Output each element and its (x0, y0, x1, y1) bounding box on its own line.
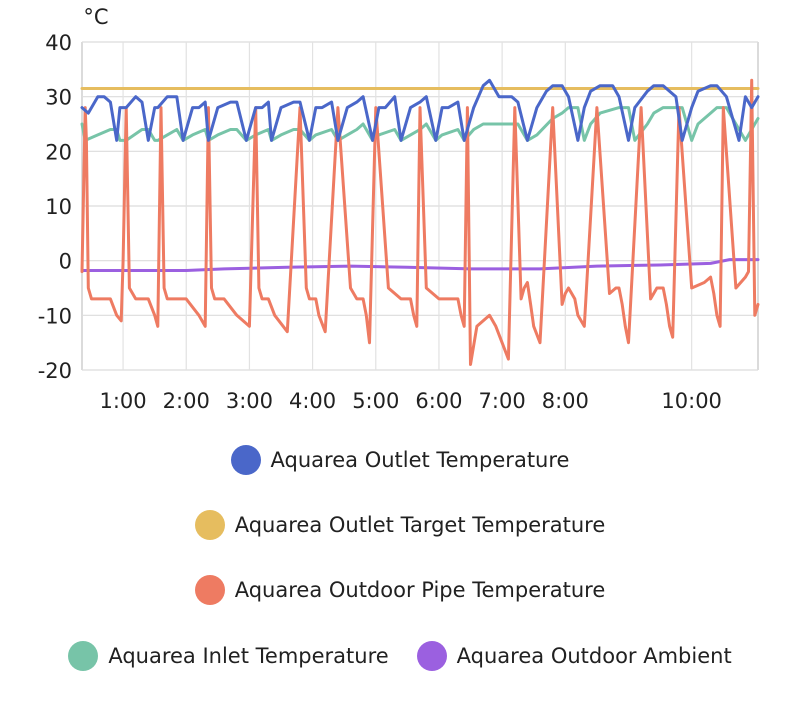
legend-row-2: Aquarea Outlet Target Temperature (0, 510, 800, 540)
series-line-pipe (80, 78, 760, 366)
chart: 40 30 20 10 0 -10 -20 1:00 2:00 3:00 4:00 5:00 6:00 7… (38, 5, 760, 413)
series-line-outlet (80, 78, 760, 142)
legend-swatch-target (194, 510, 225, 540)
legend-row-1: Aquarea Outlet Temperature (0, 445, 800, 475)
legend-item-target[interactable]: Aquarea Outlet Target Temperature (194, 510, 606, 540)
legend-swatch-ambient (416, 641, 447, 671)
legend-label-target: Aquarea Outlet Target Temperature (234, 513, 606, 537)
y-tick-label: 20 (45, 140, 72, 164)
x-tick-label: 4:00 (289, 389, 336, 413)
x-tick-label: 8:00 (542, 389, 589, 413)
legend-label-outlet: Aquarea Outlet Temperature (270, 448, 570, 472)
legend-label-ambient: Aquarea Outdoor Ambient (456, 644, 732, 668)
y-tick-label: 0 (59, 250, 72, 274)
y-tick-label: -20 (38, 359, 72, 383)
x-tick-label: 7:00 (479, 389, 526, 413)
legend-label-pipe: Aquarea Outdoor Pipe Temperature (234, 578, 606, 602)
x-tick-label: 6:00 (415, 389, 462, 413)
legend-row-3: Aquarea Outdoor Pipe Temperature (0, 575, 800, 605)
x-tick-label: 5:00 (352, 389, 399, 413)
legend-item-ambient[interactable]: Aquarea Outdoor Ambient (416, 641, 732, 671)
x-tick-label: 10:00 (661, 389, 722, 413)
y-tick-label: 30 (45, 86, 72, 110)
y-tick-label: -10 (38, 304, 72, 328)
legend-item-inlet[interactable]: Aquarea Inlet Temperature (68, 641, 389, 671)
x-tick-label: 1:00 (99, 389, 146, 413)
y-tick-label: 40 (45, 31, 72, 55)
legend-swatch-inlet (68, 641, 99, 671)
y-unit-label: °C (83, 5, 108, 29)
x-tick-label: 2:00 (163, 389, 210, 413)
legend-swatch-outlet (230, 445, 261, 475)
y-tick-label: 10 (45, 195, 72, 219)
x-tick-label: 3:00 (226, 389, 273, 413)
legend-label-inlet: Aquarea Inlet Temperature (108, 644, 389, 668)
legend-item-outlet[interactable]: Aquarea Outlet Temperature (230, 445, 570, 475)
legend-swatch-pipe (194, 575, 225, 605)
legend-row-4: Aquarea Inlet Temperature Aquarea Outdoo… (0, 641, 800, 671)
legend-item-pipe[interactable]: Aquarea Outdoor Pipe Temperature (194, 575, 606, 605)
